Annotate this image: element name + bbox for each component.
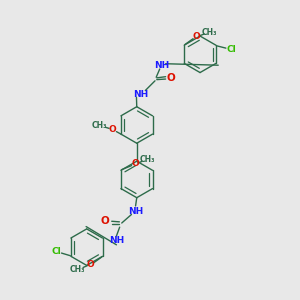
Text: O: O [101,216,110,226]
Text: Cl: Cl [51,248,61,256]
Text: O: O [131,159,139,168]
Text: O: O [108,125,116,134]
Text: NH: NH [154,61,170,70]
Text: O: O [86,260,94,269]
Text: CH₃: CH₃ [140,155,155,164]
Text: O: O [167,73,175,83]
Text: Cl: Cl [226,45,236,54]
Text: NH: NH [128,207,144,216]
Text: NH: NH [133,90,148,99]
Text: O: O [193,32,200,41]
Text: CH₃: CH₃ [92,121,107,130]
Text: CH₃: CH₃ [69,265,85,274]
Text: CH₃: CH₃ [202,28,217,37]
Text: NH: NH [109,236,124,245]
